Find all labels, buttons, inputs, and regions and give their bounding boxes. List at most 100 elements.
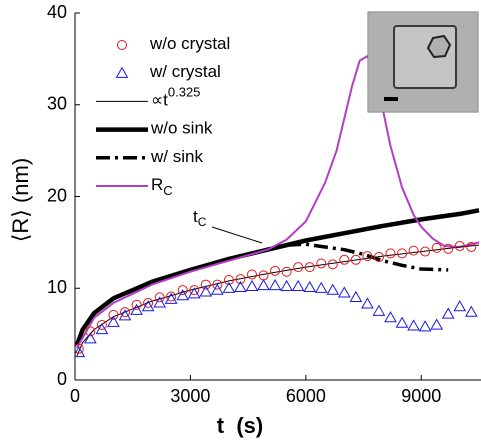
- data-point: [211, 283, 224, 295]
- data-point: [280, 279, 293, 292]
- data-point: [420, 246, 431, 257]
- data-point: [372, 304, 386, 316]
- data-point: [130, 303, 143, 315]
- data-point: [350, 254, 361, 265]
- data-point: [107, 315, 120, 327]
- data-point: [200, 279, 211, 290]
- data-point: [268, 278, 282, 291]
- y-tick-label: 0: [57, 369, 67, 389]
- y-tick-label: 40: [47, 2, 67, 22]
- data-point: [407, 319, 420, 331]
- data-point: [443, 243, 454, 254]
- data-point: [120, 307, 131, 318]
- inset-well: [393, 25, 457, 89]
- legend-text: ∝t: [151, 91, 168, 110]
- data-point: [84, 332, 97, 344]
- legend-marker: [117, 40, 127, 50]
- x-tick-label: 9000: [401, 386, 441, 406]
- data-point: [164, 292, 178, 304]
- y-tick-label: 10: [47, 277, 67, 297]
- legend-superscript: 0.325: [168, 85, 201, 100]
- series-line: [76, 55, 480, 349]
- data-point: [222, 281, 236, 293]
- data-point: [397, 248, 408, 259]
- data-point: [143, 297, 154, 308]
- annotation-text: t: [193, 207, 198, 226]
- data-point: [453, 300, 467, 312]
- x-tick-label: 3000: [170, 386, 210, 406]
- data-point: [154, 292, 165, 303]
- data-point: [235, 274, 246, 285]
- data-point: [326, 283, 340, 295]
- series-line: [75, 208, 480, 346]
- data-point: [234, 280, 247, 292]
- x-tick-label: 6000: [286, 386, 326, 406]
- data-point: [141, 300, 155, 312]
- plot-area: [75, 55, 480, 358]
- legend-text: w/ sink: [150, 147, 203, 166]
- data-point: [257, 278, 270, 291]
- data-point: [385, 248, 396, 259]
- legend-label: w/ crystal: [149, 63, 221, 82]
- data-point: [281, 266, 292, 277]
- inset-image: [367, 11, 479, 113]
- data-point: [223, 274, 234, 285]
- x-tick-label: 0: [70, 386, 80, 406]
- data-point: [189, 285, 200, 296]
- data-point: [466, 241, 477, 252]
- data-point: [95, 323, 109, 335]
- data-point: [291, 279, 305, 292]
- data-point: [303, 280, 317, 292]
- data-point: [349, 290, 363, 303]
- data-point: [408, 245, 419, 256]
- data-point: [96, 319, 107, 330]
- data-point: [153, 296, 167, 308]
- legend-label: ∝t0.325: [151, 85, 200, 110]
- legend-label: w/o sink: [150, 119, 213, 138]
- data-point: [373, 252, 384, 263]
- legend-text: w/o crystal: [149, 34, 230, 53]
- data-point: [304, 262, 315, 273]
- annotation-subscript: C: [198, 215, 207, 229]
- data-point: [108, 309, 119, 320]
- legend-marker: [115, 66, 129, 78]
- data-point: [75, 345, 86, 358]
- data-point: [212, 279, 223, 290]
- data-point: [430, 318, 444, 330]
- data-point: [395, 316, 409, 328]
- legend-label: RC: [151, 175, 173, 198]
- data-point: [246, 269, 257, 280]
- data-point: [187, 287, 201, 299]
- legend-text: w/ crystal: [149, 63, 221, 82]
- legend-label: w/ sink: [150, 147, 203, 166]
- legend-label: w/o crystal: [149, 34, 230, 53]
- data-point: [166, 291, 177, 302]
- data-point: [464, 305, 478, 317]
- data-point: [454, 241, 465, 252]
- inset-crystal: [426, 34, 452, 59]
- data-point: [270, 265, 281, 276]
- y-tick-label: 30: [47, 94, 67, 114]
- data-point: [245, 279, 259, 292]
- data-point: [431, 242, 442, 253]
- data-point: [85, 326, 96, 337]
- data-point: [199, 285, 213, 297]
- legend-subscript: C: [163, 183, 172, 198]
- data-point: [131, 299, 142, 310]
- data-point: [361, 297, 374, 309]
- data-point: [418, 320, 432, 332]
- legend-text: w/o sink: [150, 119, 213, 138]
- data-point: [293, 262, 304, 273]
- data-point: [384, 311, 397, 323]
- inset-scalebar: [384, 97, 398, 101]
- data-point: [176, 289, 190, 301]
- x-axis-label: t (s): [217, 413, 263, 438]
- y-axis-label: ⟨R⟩ (nm): [8, 158, 33, 242]
- data-point: [327, 259, 338, 270]
- data-point: [362, 251, 373, 262]
- data-point: [314, 281, 328, 293]
- data-point: [339, 254, 350, 265]
- data-point: [316, 258, 327, 269]
- data-point: [441, 307, 455, 319]
